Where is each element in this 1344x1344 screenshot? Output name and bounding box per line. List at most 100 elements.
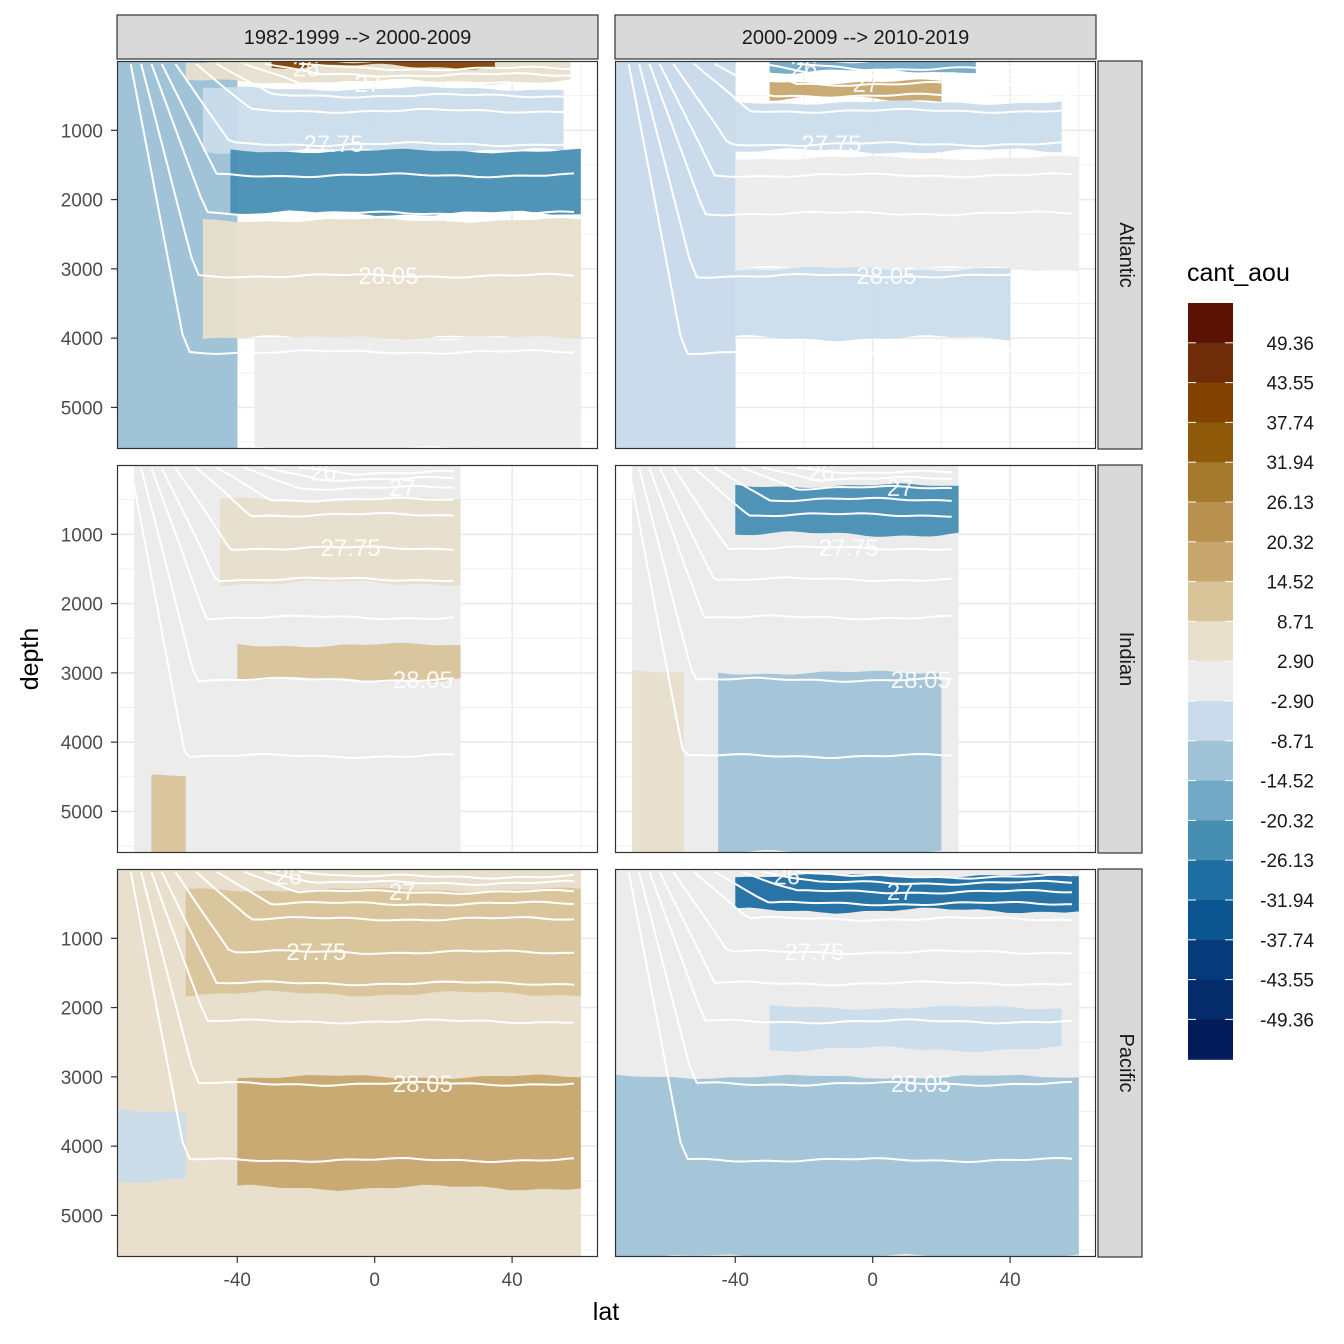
panel-border xyxy=(116,464,599,854)
isopycnal-line xyxy=(648,871,1073,1025)
isopycnal-line xyxy=(129,467,454,759)
legend-color-step xyxy=(1188,621,1233,662)
y-tick-label: 3000 xyxy=(61,1068,103,1089)
isopycnal-contours xyxy=(627,62,1073,356)
isopycnal-line xyxy=(672,63,1073,148)
isopycnal-line xyxy=(160,467,454,583)
isopycnal-line xyxy=(714,62,1073,99)
facet-panel-pacific-2: 26 27 27.75 28.05 xyxy=(615,869,1096,1257)
contour-band xyxy=(185,887,581,997)
isopycnal-line xyxy=(264,466,454,482)
isopycnal-line xyxy=(129,63,575,355)
isopycnal-contours xyxy=(627,870,1073,1164)
column-strip-box xyxy=(116,14,599,60)
filled-contour-bands xyxy=(117,869,581,1257)
isopycnal-line xyxy=(797,466,952,475)
isopycnal-line xyxy=(243,466,454,491)
contour-band xyxy=(615,61,736,449)
isopycnal-line xyxy=(672,467,952,551)
contour-band xyxy=(202,218,581,342)
isopycnal-line xyxy=(160,63,575,179)
contour-band xyxy=(271,61,495,70)
isopycnal-label: 27 xyxy=(852,71,879,98)
isopycnal-line xyxy=(243,870,575,895)
contour-band xyxy=(220,497,461,586)
legend-label: -31.94 xyxy=(1260,891,1314,912)
legend-color-step xyxy=(1188,1019,1233,1060)
contour-band xyxy=(718,670,942,853)
isopycnal-line xyxy=(299,466,454,476)
isopycnal-line xyxy=(140,63,575,279)
legend-label: -37.74 xyxy=(1260,931,1314,952)
isopycnal-contours xyxy=(627,466,952,759)
isopycnal-line xyxy=(264,62,575,78)
facet-panel-indian-2: 26 27 27.75 28.05 xyxy=(615,465,1096,853)
contour-band xyxy=(254,335,581,449)
y-tick-label: 1000 xyxy=(61,121,103,142)
legend-color-step xyxy=(1188,382,1233,423)
isopycnal-label: 27.75 xyxy=(286,939,346,966)
isopycnal-line xyxy=(140,467,454,683)
isopycnal-line xyxy=(264,870,575,886)
isopycnal-line xyxy=(762,62,1073,78)
isopycnal-line xyxy=(762,870,1073,886)
isopycnal-label: 27.75 xyxy=(784,939,844,966)
isopycnal-label: 28.05 xyxy=(891,1071,951,1098)
isopycnal-label: 28.05 xyxy=(856,263,916,290)
isopycnal-line xyxy=(216,466,454,503)
isopycnal-label: 26 xyxy=(293,56,320,83)
y-tick-label: 5000 xyxy=(61,398,103,419)
contour-band xyxy=(117,1109,186,1183)
legend-color-step xyxy=(1188,502,1233,543)
legend-color-step xyxy=(1188,939,1233,981)
isopycnal-labels: 26 27 27.75 28.05 xyxy=(773,869,951,1098)
contour-band xyxy=(202,86,564,154)
isopycnal-contours xyxy=(129,870,575,1164)
contour-band xyxy=(769,1005,1062,1053)
isopycnal-label: 28.05 xyxy=(393,1071,453,1098)
isopycnal-labels: 26 27 27.75 28.05 xyxy=(791,61,917,290)
legend-label: 26.13 xyxy=(1266,493,1314,514)
legend: cant_aou 49.36 43.55 37.74 31.94 26.13 20.32 14… xyxy=(1187,259,1314,1060)
panels-layer: 26 27 27.75 28.05 26 27 27.75 28.05 26 27 27.75 28.… xyxy=(116,56,1097,1258)
legend-label: -26.13 xyxy=(1260,851,1314,872)
isopycnal-line xyxy=(243,62,575,87)
isopycnal-line xyxy=(195,63,575,114)
legend-color-step xyxy=(1188,303,1233,344)
legend-color-step xyxy=(1188,979,1233,1020)
isopycnal-line xyxy=(174,871,575,955)
row-strip-label: Indian xyxy=(1115,632,1137,687)
panel-border xyxy=(614,60,1097,450)
isopycnal-label: 27 xyxy=(389,475,416,502)
filled-contour-bands xyxy=(632,465,959,853)
y-tick-label: 3000 xyxy=(61,664,103,685)
isopycnal-line xyxy=(693,63,1073,114)
isopycnal-line xyxy=(638,467,952,683)
filled-contour-bands xyxy=(615,869,1079,1257)
y-tick-label: 4000 xyxy=(61,733,103,754)
panel-border xyxy=(614,464,1097,854)
filled-contour-bands xyxy=(117,61,581,449)
isopycnal-label: 27 xyxy=(389,879,416,906)
isopycnal-label: 27 xyxy=(887,879,914,906)
legend-color-step xyxy=(1188,661,1233,702)
isopycnal-line xyxy=(648,467,952,621)
isopycnal-labels: 26 27 27.75 28.05 xyxy=(293,56,419,290)
contour-band xyxy=(735,267,1011,342)
x-tick-label: 0 xyxy=(867,1270,878,1291)
legend-color-step xyxy=(1188,820,1233,861)
legend-color-step xyxy=(1188,740,1233,782)
y-tick-label: 5000 xyxy=(61,1206,103,1227)
facet-panel-pacific-1: 26 27 27.75 28.05 xyxy=(117,869,598,1257)
row-strip-label: Atlantic xyxy=(1115,222,1137,288)
legend-label: -14.52 xyxy=(1260,772,1314,793)
legend-color-step xyxy=(1188,701,1233,742)
isopycnal-line xyxy=(714,870,1073,907)
isopycnal-line xyxy=(174,467,454,551)
legend-label: 43.55 xyxy=(1266,374,1314,395)
isopycnal-label: 28.05 xyxy=(358,263,418,290)
facet-panel-indian-1: 26 27 27.75 28.05 xyxy=(117,465,598,853)
contour-band xyxy=(735,483,959,537)
isopycnal-contours xyxy=(129,466,454,759)
